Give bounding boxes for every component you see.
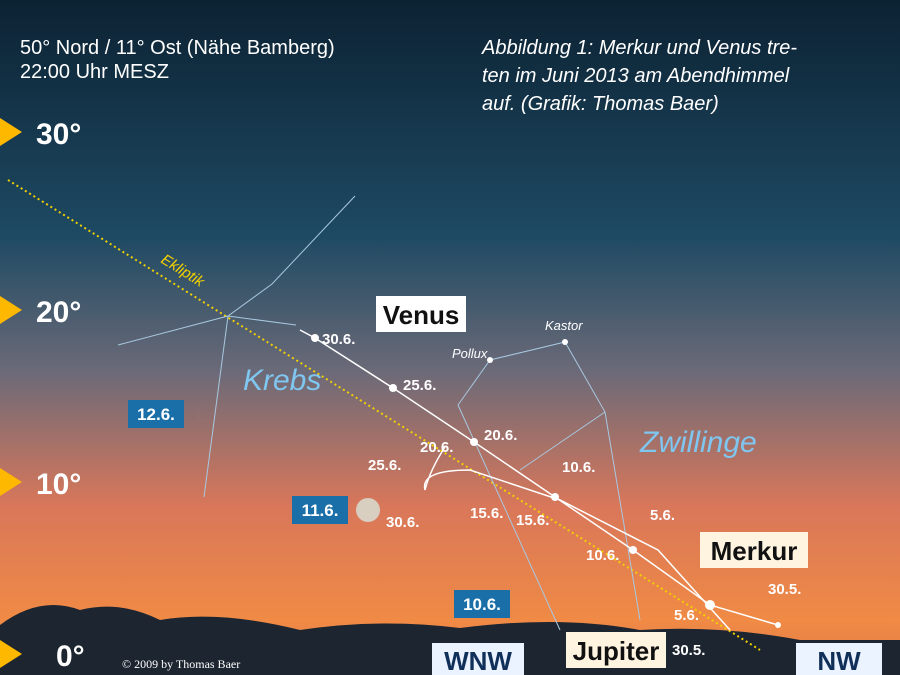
planet-label: Merkur <box>711 536 798 566</box>
star <box>562 339 568 345</box>
star-label: Kastor <box>545 318 583 333</box>
date-label: 15.6. <box>516 512 549 529</box>
altitude-label: 20° <box>36 296 81 329</box>
date-label: 25.6. <box>368 457 401 474</box>
date-label: 30.6. <box>386 514 419 531</box>
date-label: 30.5. <box>672 642 705 659</box>
date-label: 5.6. <box>650 507 675 524</box>
sky-chart: 30° 20° 10° 0° 50° Nord / 11° Ost (Nähe … <box>0 0 900 675</box>
time: 22:00 Uhr MESZ <box>20 61 169 83</box>
direction: NW <box>817 646 861 675</box>
moon-date: 10.6. <box>463 595 501 614</box>
direction: WNW <box>444 646 512 675</box>
star-label: Pollux <box>452 346 488 361</box>
planet-label: Jupiter <box>573 636 660 666</box>
date-label: 25.6. <box>403 377 436 394</box>
date-label: 20.6. <box>484 427 517 444</box>
moon-date: 12.6. <box>137 405 175 424</box>
star <box>487 357 493 363</box>
altitude-label: 10° <box>36 468 81 501</box>
date-label: 10.6. <box>562 459 595 476</box>
altitude-label: 30° <box>36 118 81 151</box>
date-label: 30.5. <box>768 581 801 598</box>
date-label: 10.6. <box>586 547 619 564</box>
date-label: 20.6. <box>420 439 453 456</box>
date-label: 30.6. <box>322 331 355 348</box>
constellation-label: Krebs <box>243 364 321 397</box>
altitude-label: 0° <box>56 640 85 673</box>
constellation-label: Zwillinge <box>639 426 757 459</box>
planet-label: Venus <box>383 300 460 330</box>
date-label: 15.6. <box>470 505 503 522</box>
date-label: 5.6. <box>674 607 699 624</box>
sky-background <box>0 0 900 675</box>
caption-line: ten im Juni 2013 am Abendhimmel <box>482 65 790 87</box>
location: 50° Nord / 11° Ost (Nähe Bamberg) <box>20 37 335 59</box>
caption-line: Abbildung 1: Merkur und Venus tre- <box>481 37 797 59</box>
copyright: © 2009 by Thomas Baer <box>122 657 240 671</box>
moon-date: 11.6. <box>302 501 339 520</box>
moon <box>356 498 380 522</box>
caption-line: auf. (Grafik: Thomas Baer) <box>482 93 719 115</box>
